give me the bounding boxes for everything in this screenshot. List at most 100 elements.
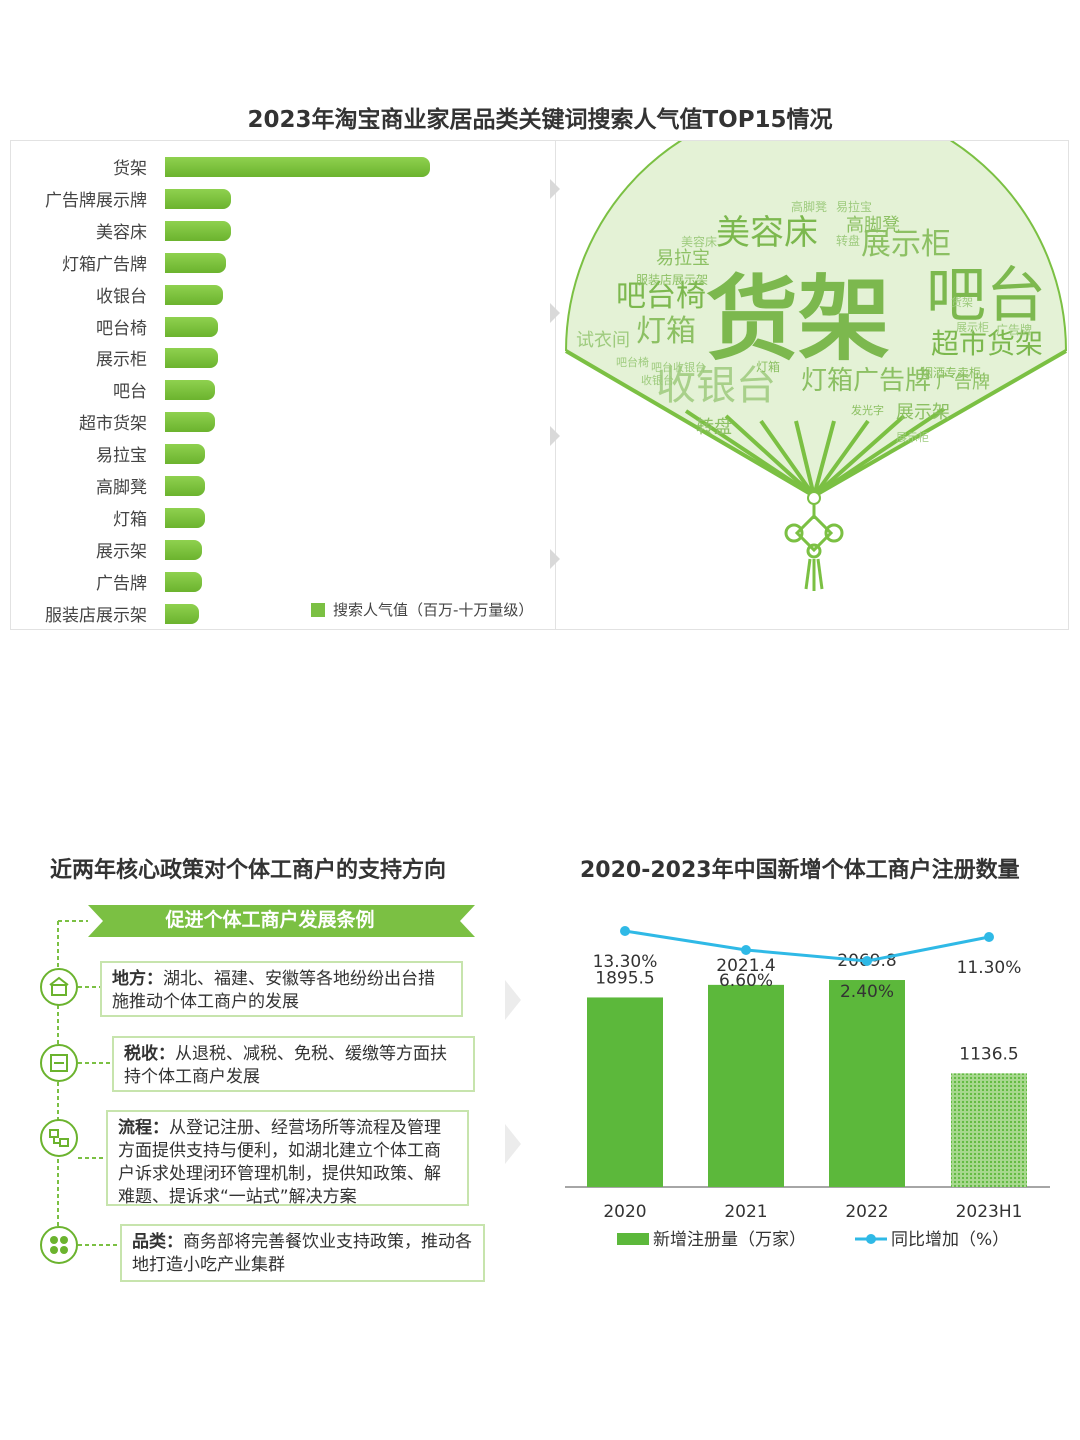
legend-swatch bbox=[311, 603, 325, 617]
bar bbox=[708, 984, 784, 1187]
rank-bar bbox=[165, 412, 216, 433]
rank-category-label: 超市货架 bbox=[79, 414, 147, 435]
rank-bar bbox=[165, 252, 226, 273]
arrow-tab bbox=[550, 303, 560, 323]
wordcloud-word: 展示柜 bbox=[861, 227, 951, 262]
category-icon bbox=[40, 1226, 78, 1264]
policy-key: 税收： bbox=[124, 1044, 175, 1064]
bar bbox=[587, 997, 663, 1187]
rank-category-label: 易拉宝 bbox=[96, 446, 147, 467]
wordcloud-word: 灯箱 bbox=[756, 359, 780, 374]
panel-divider bbox=[555, 141, 556, 629]
policy-key: 地方： bbox=[112, 969, 163, 989]
wordcloud-word: 展示柜 bbox=[896, 431, 929, 444]
wordcloud-word: 货架 bbox=[706, 266, 890, 373]
fan-edge bbox=[813, 349, 1067, 498]
legend-label: 搜索人气值（百万-十万量级） bbox=[333, 601, 534, 619]
policy-connectors bbox=[57, 905, 475, 1246]
rank-bar bbox=[165, 284, 224, 305]
rank-category-label: 广告牌 bbox=[96, 573, 147, 594]
arrow-tab bbox=[550, 179, 560, 199]
rank-bar bbox=[165, 220, 232, 241]
line-value-label: 11.30% bbox=[957, 958, 1022, 978]
policy-text: 从登记注册、经营场所等流程及管理方面提供支持与便利，如湖北建立个体工商户诉求处理… bbox=[118, 1118, 441, 1207]
banner-ribbon bbox=[88, 905, 475, 937]
bar bbox=[829, 980, 905, 1187]
wordcloud-word: 易拉宝 bbox=[836, 199, 872, 214]
policy-item-tax: 税收：从退税、减税、免税、缓缴等方面扶持个体工商户发展 bbox=[112, 1036, 475, 1092]
line-point bbox=[984, 932, 994, 942]
policy-text: 商务部将完善餐饮业支持政策，推动各地打造小吃产业集群 bbox=[132, 1232, 472, 1275]
x-tick-label: 2023H1 bbox=[956, 1202, 1023, 1222]
x-tick-label: 2021 bbox=[724, 1202, 767, 1222]
wordcloud-word: 吧台椅 bbox=[616, 355, 649, 369]
line-point bbox=[741, 945, 751, 955]
bar bbox=[951, 1073, 1027, 1187]
line-value-label: 6.60% bbox=[719, 971, 773, 991]
legend-line-marker bbox=[866, 1234, 876, 1244]
rank-category-label: 展示架 bbox=[96, 541, 147, 562]
fan-pivot bbox=[807, 491, 821, 505]
policy-key: 品类： bbox=[132, 1232, 183, 1252]
rank-bar bbox=[165, 157, 430, 177]
rank-category-label: 收银台 bbox=[96, 286, 147, 307]
policy-item-local: 地方：湖北、福建、安徽等各地纷纷出台措施推动个体工商户的发展 bbox=[100, 961, 463, 1017]
yoy-line bbox=[624, 929, 990, 963]
wordcloud-word: 收银台 bbox=[641, 373, 674, 387]
line-value-label: 2.40% bbox=[840, 982, 894, 1002]
policy-item-category: 品类：商务部将完善餐饮业支持政策，推动各地打造小吃产业集群 bbox=[120, 1224, 485, 1282]
top-chart-panel: 货架 广告牌展示牌 美容床 灯箱广告牌 收银台 吧台椅 展示柜 吧台 超市货架 易拉宝 高脚凳 灯箱展… bbox=[10, 140, 1069, 630]
building-icon bbox=[40, 968, 78, 1006]
fan-leaf bbox=[566, 141, 1066, 496]
tax-icon bbox=[40, 1044, 78, 1082]
chevron-divider bbox=[505, 980, 521, 1020]
policy-title: 近两年核心政策对个体工商户的支持方向 bbox=[50, 858, 447, 883]
rank-bar bbox=[165, 603, 200, 624]
line-point bbox=[620, 926, 630, 936]
rank-bar bbox=[165, 571, 203, 592]
wordcloud-word: 货架 bbox=[951, 295, 973, 309]
wordcloud-word: 烟酒专卖柜 bbox=[921, 365, 981, 380]
wordcloud-word: 服装店展示架 bbox=[636, 273, 708, 287]
chevron-divider bbox=[505, 1124, 521, 1164]
legend-line-label: 同比增加（%） bbox=[891, 1230, 1009, 1250]
wordcloud-word: 高脚凳 bbox=[846, 215, 900, 236]
wordcloud-word: 美容床 bbox=[681, 234, 717, 249]
fan-arc bbox=[565, 141, 1067, 352]
wordcloud-word: 广告牌 bbox=[936, 372, 990, 393]
wordcloud-word: 美容床 bbox=[716, 213, 818, 253]
x-tick-label: 2022 bbox=[845, 1202, 888, 1222]
bar-value-label: 1136.5 bbox=[959, 1044, 1018, 1064]
arrow-tab bbox=[550, 549, 560, 569]
rank-bar bbox=[165, 444, 205, 465]
wordcloud-word: 广告牌 bbox=[996, 323, 1032, 337]
rank-bar bbox=[165, 507, 205, 528]
wordcloud-word: 易拉宝 bbox=[656, 248, 710, 269]
wordcloud-word: 灯箱广告牌 bbox=[801, 366, 931, 396]
ranking-legend: 搜索人气值（百万-十万量级） bbox=[311, 599, 533, 620]
wordcloud-word: 展示架 bbox=[896, 402, 950, 423]
wordcloud-word: 吧台椅 bbox=[616, 279, 706, 314]
x-tick-label: 2020 bbox=[603, 1202, 646, 1222]
rank-category-label: 展示柜 bbox=[96, 350, 147, 371]
wordcloud-word: 试衣间 bbox=[576, 330, 630, 351]
wordcloud-word: 展示柜 bbox=[956, 321, 989, 334]
wordcloud-word: 转盘 bbox=[696, 417, 732, 438]
wordcloud-word: 超市货架 bbox=[931, 327, 1043, 360]
wordcloud-word: 吧台 bbox=[926, 261, 1046, 331]
process-icon bbox=[40, 1119, 78, 1157]
x-axis-labels: 2020 2021 2022 2023H1 bbox=[603, 1202, 1022, 1222]
legend-bar-swatch bbox=[617, 1233, 649, 1245]
registration-title: 2020-2023年中国新增个体工商户注册数量 bbox=[580, 858, 1020, 883]
wordcloud-word: 发光字 bbox=[851, 403, 884, 417]
policy-banner: 促进个体工商户发展条例 bbox=[165, 909, 375, 931]
rank-category-label: 灯箱广告牌 bbox=[62, 254, 147, 275]
rank-category-label: 吧台椅 bbox=[96, 318, 147, 339]
policy-item-process: 流程：从登记注册、经营场所等流程及管理方面提供支持与便利，如湖北建立个体工商户诉… bbox=[106, 1110, 469, 1207]
bar-value-label: 2021.4 bbox=[716, 956, 775, 976]
rank-bar bbox=[165, 476, 205, 496]
